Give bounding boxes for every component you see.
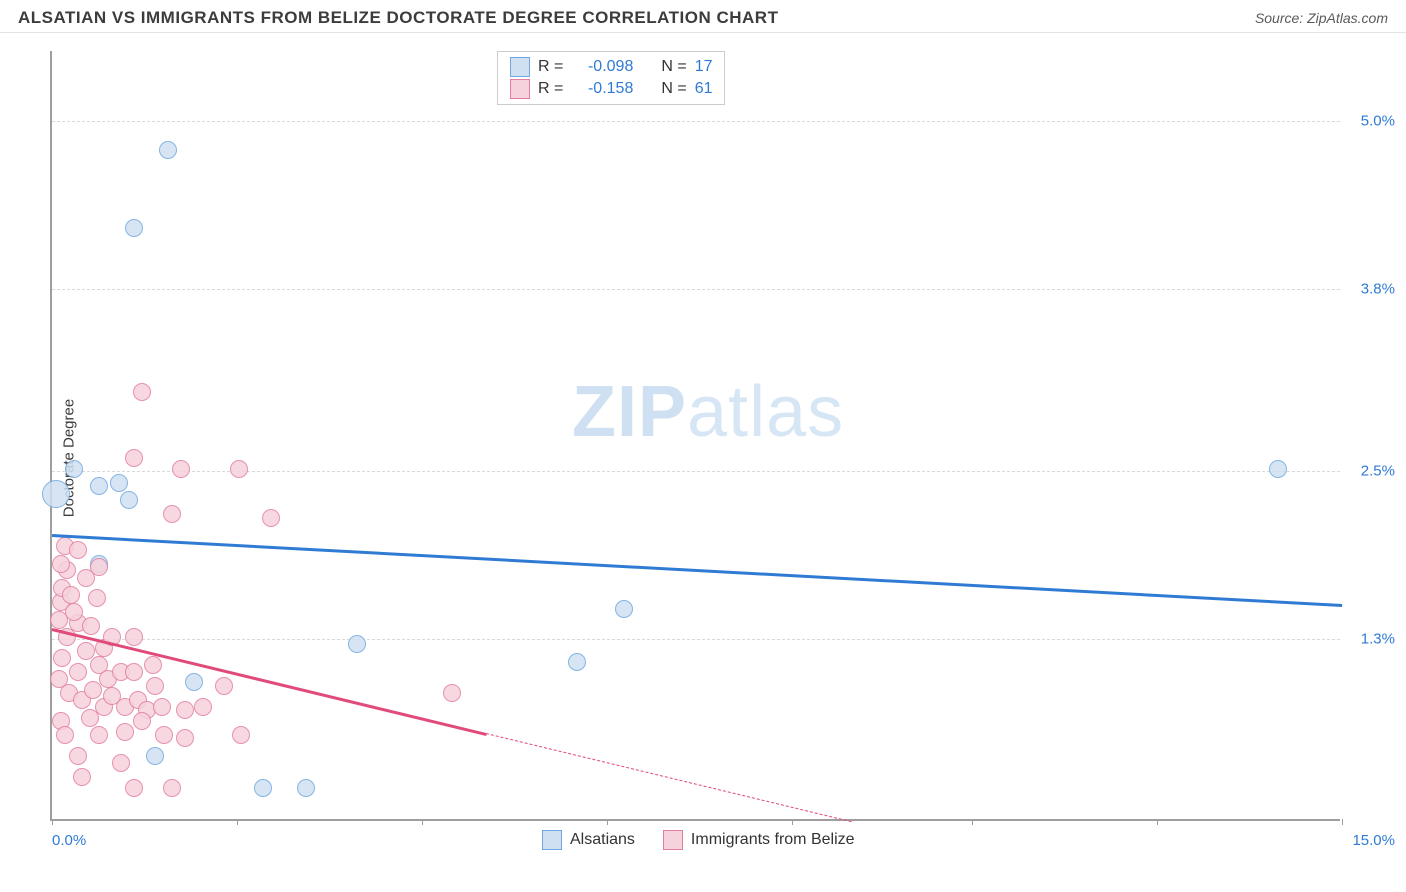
- point-belize: [53, 649, 71, 667]
- point-belize: [69, 541, 87, 559]
- point-alsatian: [185, 673, 203, 691]
- point-belize: [125, 449, 143, 467]
- point-belize: [172, 460, 190, 478]
- x-tick: [237, 819, 238, 825]
- plot-region: ZIPatlas 1.3%2.5%3.8%5.0%0.0%15.0%R = -0…: [50, 51, 1340, 821]
- point-belize: [56, 726, 74, 744]
- y-tick-label: 1.3%: [1361, 631, 1395, 648]
- chart-source: Source: ZipAtlas.com: [1255, 10, 1388, 26]
- point-belize: [69, 663, 87, 681]
- point-belize: [144, 656, 162, 674]
- point-belize: [133, 712, 151, 730]
- point-alsatian: [568, 653, 586, 671]
- series-legend-item: Immigrants from Belize: [663, 829, 855, 851]
- chart-area: Doctorate Degree ZIPatlas 1.3%2.5%3.8%5.…: [0, 33, 1406, 883]
- point-belize: [133, 383, 151, 401]
- legend-swatch: [663, 830, 683, 850]
- point-alsatian: [146, 747, 164, 765]
- point-belize: [232, 726, 250, 744]
- point-belize: [176, 701, 194, 719]
- point-alsatian: [254, 779, 272, 797]
- y-tick-label: 3.8%: [1361, 281, 1395, 298]
- legend-swatch: [510, 79, 530, 99]
- trendline: [52, 534, 1342, 607]
- point-belize: [215, 677, 233, 695]
- point-belize: [88, 589, 106, 607]
- x-tick: [52, 819, 53, 825]
- x-tick: [1157, 819, 1158, 825]
- point-belize: [163, 505, 181, 523]
- point-belize: [443, 684, 461, 702]
- watermark: ZIPatlas: [572, 371, 844, 453]
- point-alsatian: [90, 477, 108, 495]
- point-belize: [50, 611, 68, 629]
- gridline: [52, 289, 1340, 290]
- gridline: [52, 121, 1340, 122]
- point-belize: [50, 670, 68, 688]
- point-belize: [103, 687, 121, 705]
- point-alsatian: [1269, 460, 1287, 478]
- point-belize: [125, 628, 143, 646]
- point-belize: [176, 729, 194, 747]
- x-tick: [422, 819, 423, 825]
- gridline: [52, 639, 1340, 640]
- point-belize: [230, 460, 248, 478]
- point-belize: [125, 779, 143, 797]
- x-tick: [1342, 819, 1343, 825]
- point-alsatian: [348, 635, 366, 653]
- legend-swatch: [510, 57, 530, 77]
- legend-swatch: [542, 830, 562, 850]
- point-belize: [73, 768, 91, 786]
- point-alsatian: [120, 491, 138, 509]
- point-belize: [81, 709, 99, 727]
- point-belize: [116, 723, 134, 741]
- point-alsatian: [42, 480, 70, 508]
- point-belize: [90, 726, 108, 744]
- point-belize: [194, 698, 212, 716]
- chart-header: ALSATIAN VS IMMIGRANTS FROM BELIZE DOCTO…: [0, 0, 1406, 33]
- trendline-dashed: [486, 733, 852, 822]
- x-tick: [972, 819, 973, 825]
- x-tick: [792, 819, 793, 825]
- point-belize: [84, 681, 102, 699]
- chart-title: ALSATIAN VS IMMIGRANTS FROM BELIZE DOCTO…: [18, 8, 778, 28]
- point-belize: [153, 698, 171, 716]
- point-belize: [163, 779, 181, 797]
- point-belize: [82, 617, 100, 635]
- series-legend-item: Alsatians: [542, 829, 635, 851]
- y-tick-label: 5.0%: [1361, 113, 1395, 130]
- point-belize: [262, 509, 280, 527]
- point-alsatian: [615, 600, 633, 618]
- point-alsatian: [110, 474, 128, 492]
- trendline: [52, 628, 487, 736]
- point-belize: [125, 663, 143, 681]
- point-alsatian: [125, 219, 143, 237]
- stats-legend: R = -0.098N = 17R = -0.158N = 61: [497, 51, 725, 105]
- point-belize: [69, 747, 87, 765]
- point-belize: [62, 586, 80, 604]
- x-min-label: 0.0%: [52, 832, 86, 849]
- series-legend: Alsatians Immigrants from Belize: [542, 829, 855, 851]
- x-tick: [607, 819, 608, 825]
- x-max-label: 15.0%: [1352, 832, 1395, 849]
- point-belize: [146, 677, 164, 695]
- point-belize: [90, 558, 108, 576]
- point-belize: [155, 726, 173, 744]
- point-alsatian: [159, 141, 177, 159]
- point-alsatian: [65, 460, 83, 478]
- point-belize: [112, 754, 130, 772]
- y-tick-label: 2.5%: [1361, 463, 1395, 480]
- stats-legend-row: R = -0.158N = 61: [510, 78, 712, 100]
- point-alsatian: [297, 779, 315, 797]
- stats-legend-row: R = -0.098N = 17: [510, 56, 712, 78]
- point-belize: [52, 555, 70, 573]
